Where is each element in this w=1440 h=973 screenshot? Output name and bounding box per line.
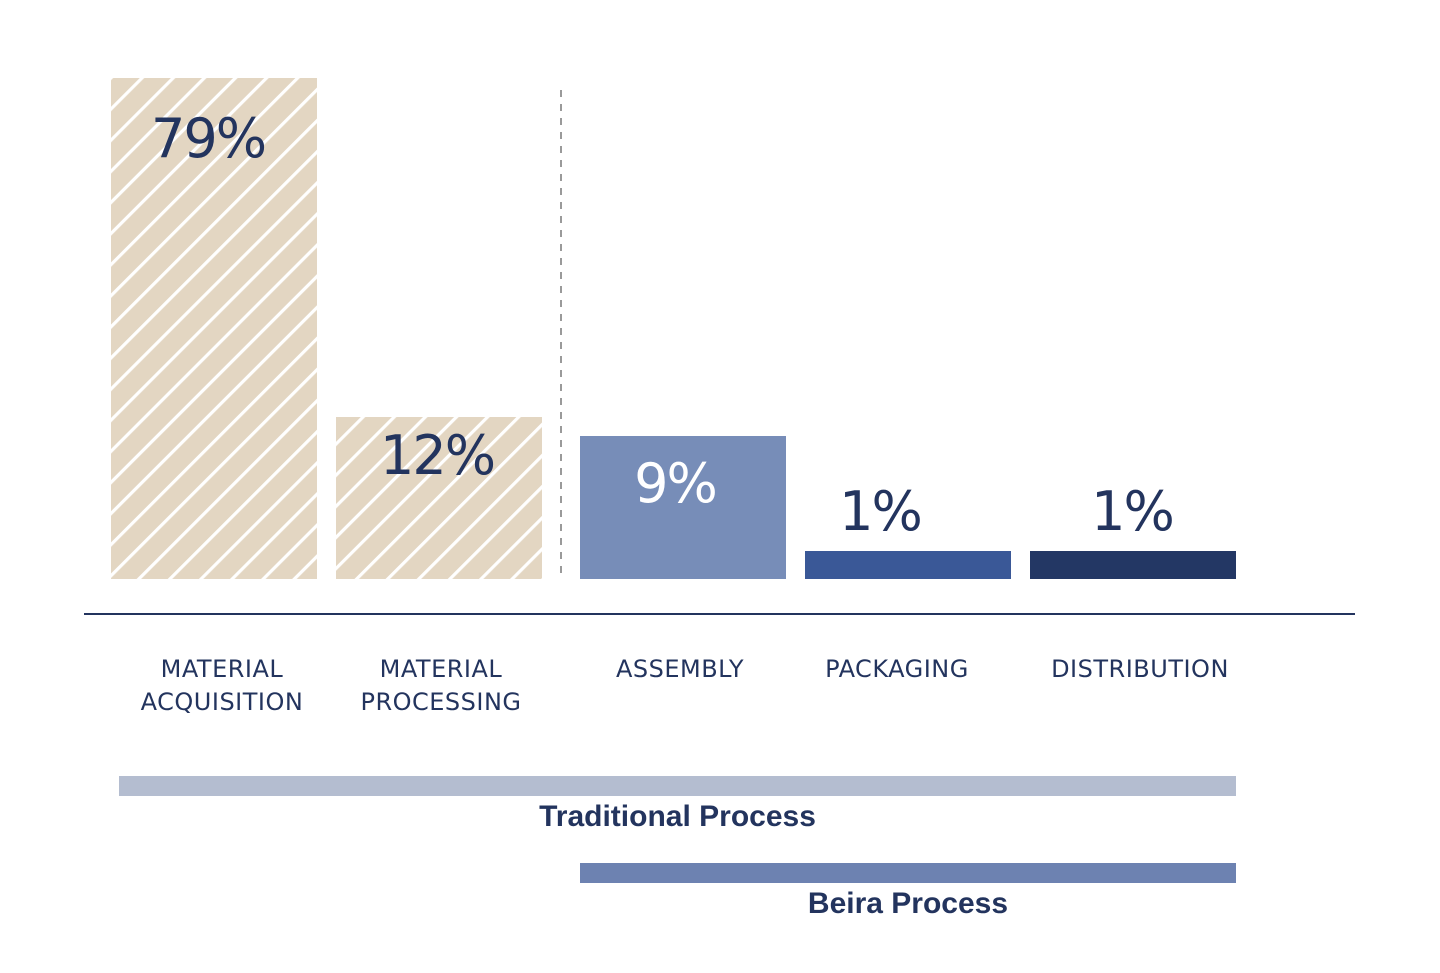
process-range-label-traditional-process: Traditional Process xyxy=(539,800,816,833)
category-label-line: MATERIAL xyxy=(161,655,284,683)
category-label-assembly: ASSEMBLY xyxy=(616,655,744,683)
process-range-bar-traditional-process xyxy=(119,776,1236,796)
category-label-packaging: PACKAGING xyxy=(825,655,969,683)
bar-material-acquisition xyxy=(111,78,317,579)
bar-material-processing xyxy=(336,417,542,579)
value-label-packaging: 1% xyxy=(839,480,921,543)
category-label-line: ASSEMBLY xyxy=(616,655,744,683)
category-label-line: ACQUISITION xyxy=(141,688,304,716)
bar-packaging xyxy=(805,551,1011,579)
bar-distribution xyxy=(1030,551,1236,579)
process-range-bar-beira-process xyxy=(580,863,1236,883)
category-label-material-acquisition: MATERIAL ACQUISITION xyxy=(141,655,304,716)
value-label-material-processing: 12% xyxy=(380,424,494,487)
value-label-distribution: 1% xyxy=(1091,480,1173,543)
category-label-material-processing: MATERIAL PROCESSING xyxy=(360,655,521,716)
bars xyxy=(111,78,1236,579)
category-label-line: PACKAGING xyxy=(825,655,969,683)
category-label-distribution: DISTRIBUTION xyxy=(1051,655,1229,683)
value-label-assembly: 9% xyxy=(634,452,716,515)
category-label-line: MATERIAL xyxy=(380,655,503,683)
process-range-label-beira-process: Beira Process xyxy=(808,887,1008,920)
value-label-material-acquisition: 79% xyxy=(151,107,265,170)
category-label-line: PROCESSING xyxy=(360,688,521,716)
process-ranges: Traditional Process Beira Process xyxy=(119,776,1236,920)
category-label-line: DISTRIBUTION xyxy=(1051,655,1229,683)
bar-assembly xyxy=(580,436,786,579)
value-labels: 79% 12% 9% 1% 1% xyxy=(151,107,1175,543)
category-labels: MATERIAL ACQUISITION MATERIAL PROCESSING ASS… xyxy=(141,655,1229,716)
